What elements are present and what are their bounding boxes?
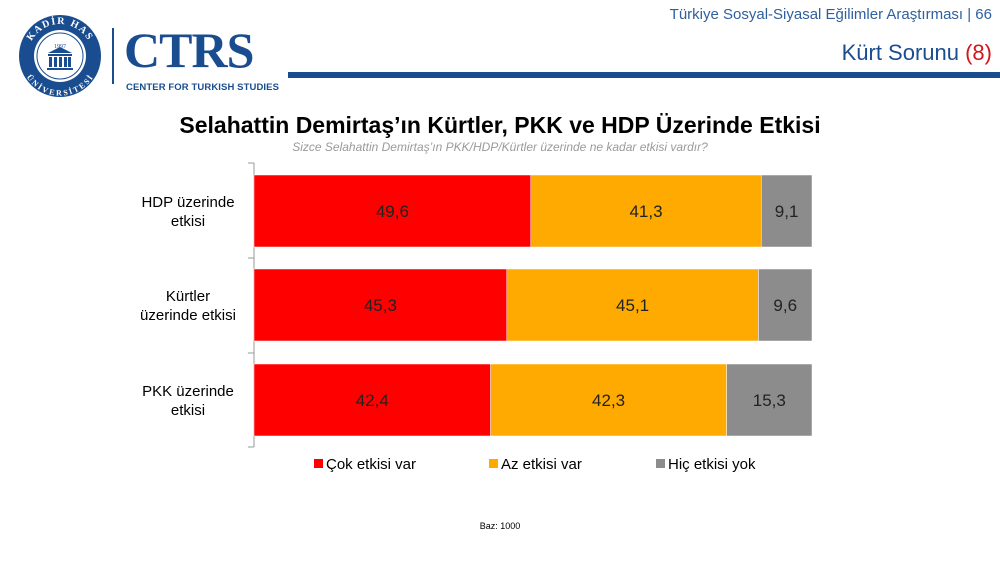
chart-subtitle: Sizce Selahattin Demirtaş’ın PKK/HDP/Kür… (292, 140, 708, 154)
data-label-3-series-1: 42,4 (356, 391, 389, 410)
ctrs-logo: CTRS CENTER FOR TURKISH STUDIES (124, 22, 279, 100)
ctrs-subtitle: CENTER FOR TURKISH STUDIES (126, 82, 280, 93)
data-label-1-series-1: 49,6 (376, 202, 409, 221)
bar-3-series-2 (490, 363, 727, 437)
data-label-3-series-3: 15,3 (753, 391, 786, 410)
section-title: Kürt Sorunu (8) (842, 40, 992, 66)
bar-3-series-3 (726, 363, 813, 437)
section-number: (8) (965, 40, 992, 65)
kadir-has-university-seal: KADİR HAS ÜNİVERSİTESİ 1997 (19, 15, 101, 98)
category-label-3: PKK üzerinde etkisi (142, 383, 234, 419)
data-label-1-series-2: 41,3 (629, 202, 662, 221)
bar-2-series-3 (758, 268, 813, 342)
category-label-2: Kürtler üzerinde etkisi (140, 288, 236, 324)
bar-1-series-2 (530, 174, 762, 248)
bar-3-series-1 (253, 363, 491, 437)
bar-2-series-2 (506, 268, 759, 342)
section-title-text: Kürt Sorunu (841, 40, 959, 65)
legend-label-2: Az etkisi var (501, 456, 582, 473)
legend-swatch-3 (656, 459, 665, 468)
data-label-2-series-2: 45,1 (616, 296, 649, 315)
ctrs-wordmark: CTRS (124, 22, 254, 78)
legend-label-1: Çok etkisi var (326, 456, 416, 473)
data-label-1-series-3: 9,1 (775, 202, 799, 221)
footnote-base: Baz: 1000 (479, 521, 521, 531)
data-label-2-series-3: 9,6 (773, 296, 797, 315)
bar-2-series-1 (253, 268, 508, 342)
legend-swatch-2 (489, 459, 498, 468)
data-label-3-series-2: 42,3 (592, 391, 625, 410)
report-title: Türkiye Sosyal-Siyasal Eğilimler Araştır… (669, 6, 992, 23)
legend-swatch-1 (314, 459, 323, 468)
legend-label-3: Hiç etkisi yok (668, 456, 756, 473)
category-label-1: HDP üzerinde etkisi (141, 194, 234, 230)
logo-divider (112, 28, 114, 84)
bar-1-series-1 (253, 174, 532, 248)
bar-1-series-3 (760, 174, 813, 248)
chart-title: Selahattin Demirtaş’ın Kürtler, PKK ve H… (179, 112, 821, 138)
header-rule (288, 72, 1000, 78)
data-label-2-series-1: 45,3 (364, 296, 397, 315)
